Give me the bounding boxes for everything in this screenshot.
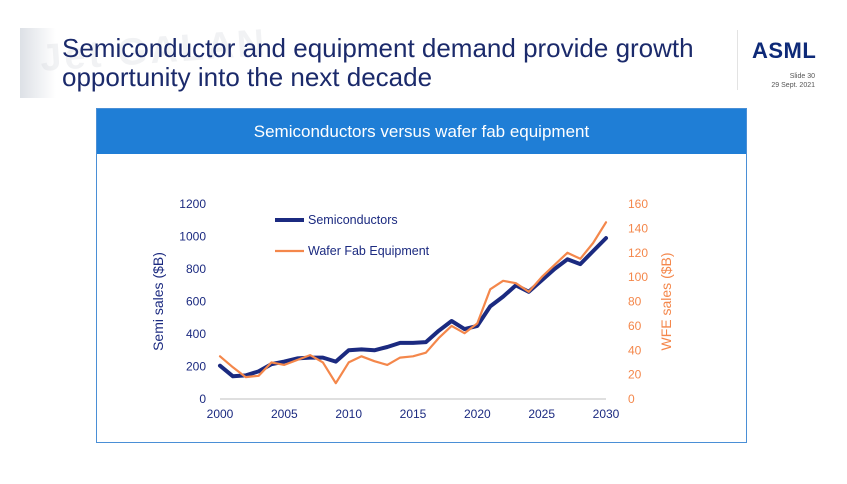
data-point-semiconductors (373, 349, 375, 351)
y-right-tick-label: 140 (628, 221, 648, 235)
y-left-tick-label: 400 (186, 327, 206, 341)
data-point-wafer-fab-equipment (528, 291, 530, 293)
y-left-tick-label: 200 (186, 360, 206, 374)
data-point-semiconductors (399, 342, 401, 344)
data-point-wafer-fab-equipment (348, 361, 350, 363)
data-point-semiconductors (322, 357, 324, 359)
header-divider (737, 30, 738, 90)
data-point-wafer-fab-equipment (283, 364, 285, 366)
data-point-semiconductors (541, 279, 543, 281)
y-right-tick-label: 40 (628, 343, 642, 357)
x-tick-label: 2015 (400, 407, 427, 421)
data-point-semiconductors (348, 349, 350, 351)
y-left-tick-label: 1000 (179, 230, 206, 244)
data-point-wafer-fab-equipment (258, 375, 260, 377)
data-point-wafer-fab-equipment (463, 332, 466, 334)
y-left-tick-label: 1200 (179, 197, 206, 211)
data-point-wafer-fab-equipment (541, 276, 543, 278)
y-right-tick-label: 0 (628, 392, 635, 406)
data-point-semiconductors (219, 365, 221, 367)
data-point-semiconductors (451, 320, 453, 322)
data-point-semiconductors (386, 346, 388, 348)
slide-meta: Slide 30 29 Sept. 2021 (771, 72, 815, 90)
data-point-wafer-fab-equipment (296, 359, 298, 361)
y-right-tick-label: 100 (628, 270, 648, 284)
data-point-wafer-fab-equipment (399, 357, 401, 359)
x-tick-label: 2010 (335, 407, 362, 421)
y-right-tick-label: 120 (628, 246, 648, 260)
data-point-wafer-fab-equipment (425, 352, 427, 354)
data-point-semiconductors (463, 328, 466, 330)
y-right-tick-label: 80 (628, 295, 642, 309)
data-point-wafer-fab-equipment (309, 354, 311, 356)
data-point-semiconductors (476, 325, 478, 327)
data-point-semiconductors (605, 237, 607, 239)
data-point-wafer-fab-equipment (451, 325, 453, 327)
data-point-wafer-fab-equipment (386, 364, 388, 366)
slide-title: Semiconductor and equipment demand provi… (62, 34, 742, 92)
data-point-wafer-fab-equipment (438, 337, 440, 339)
slide-date: 29 Sept. 2021 (771, 82, 815, 89)
data-point-wafer-fab-equipment (579, 258, 581, 260)
data-point-wafer-fab-equipment (360, 355, 363, 357)
data-point-wafer-fab-equipment (553, 264, 556, 266)
chart-title: Semiconductors versus wafer fab equipmen… (97, 109, 746, 154)
slide-title-line-1: Semiconductor and equipment demand provi… (62, 33, 694, 63)
x-tick-label: 2000 (207, 407, 234, 421)
data-point-wafer-fab-equipment (515, 282, 517, 284)
data-point-semiconductors (515, 284, 517, 286)
data-point-semiconductors (283, 361, 285, 363)
data-point-semiconductors (438, 330, 440, 332)
line-chart: 0 200 400 600 800 1000 1200 0 20 40 60 80 100 120 140 1… (150, 197, 674, 421)
x-tick-label: 2020 (464, 407, 491, 421)
chart-panel: Semiconductors versus wafer fab equipmen… (96, 108, 747, 443)
data-point-semiconductors (566, 258, 568, 260)
asml-logo: ASML (752, 38, 817, 63)
data-point-wafer-fab-equipment (476, 322, 478, 324)
data-point-wafer-fab-equipment (502, 280, 504, 282)
data-point-semiconductors (502, 296, 504, 298)
data-point-wafer-fab-equipment (232, 366, 234, 368)
data-point-wafer-fab-equipment (412, 355, 414, 357)
data-point-semiconductors (412, 342, 414, 344)
data-point-wafer-fab-equipment (219, 355, 221, 357)
data-point-wafer-fab-equipment (605, 221, 607, 223)
slide-title-line-2: opportunity into the next decade (62, 62, 433, 92)
slide-number: Slide 30 (789, 73, 815, 80)
data-point-wafer-fab-equipment (322, 361, 324, 363)
y-right-axis-label: WFE sales ($B) (658, 252, 674, 350)
data-point-wafer-fab-equipment (335, 382, 337, 384)
y-left-tick-label: 600 (186, 295, 206, 309)
y-left-tick-label: 0 (199, 392, 206, 406)
y-left-tick-label: 800 (186, 262, 206, 276)
data-point-semiconductors (360, 348, 363, 350)
data-point-semiconductors (258, 370, 260, 372)
legend-label-semiconductors: Semiconductors (308, 213, 398, 227)
data-point-wafer-fab-equipment (489, 288, 491, 290)
data-point-semiconductors (232, 375, 234, 377)
x-tick-label: 2030 (593, 407, 620, 421)
y-right-tick-label: 60 (628, 319, 642, 333)
data-point-wafer-fab-equipment (270, 361, 273, 363)
data-point-wafer-fab-equipment (566, 252, 568, 254)
x-tick-label: 2025 (528, 407, 555, 421)
data-point-wafer-fab-equipment (373, 360, 375, 362)
y-left-axis-label: Semi sales ($B) (150, 252, 166, 351)
y-right-tick-label: 160 (628, 197, 648, 211)
y-right-tick-label: 20 (628, 368, 642, 382)
data-point-wafer-fab-equipment (245, 376, 247, 378)
data-point-semiconductors (425, 341, 427, 343)
data-point-semiconductors (553, 268, 556, 270)
data-point-semiconductors (335, 361, 337, 363)
data-point-semiconductors (579, 263, 581, 265)
data-point-semiconductors (309, 357, 311, 359)
data-point-semiconductors (592, 250, 594, 252)
left-decoration (20, 28, 56, 98)
data-point-semiconductors (489, 305, 491, 307)
legend-label-wafer-fab-equipment: Wafer Fab Equipment (308, 244, 430, 258)
x-tick-label: 2005 (271, 407, 298, 421)
data-point-wafer-fab-equipment (592, 242, 594, 244)
data-point-semiconductors (296, 357, 298, 359)
